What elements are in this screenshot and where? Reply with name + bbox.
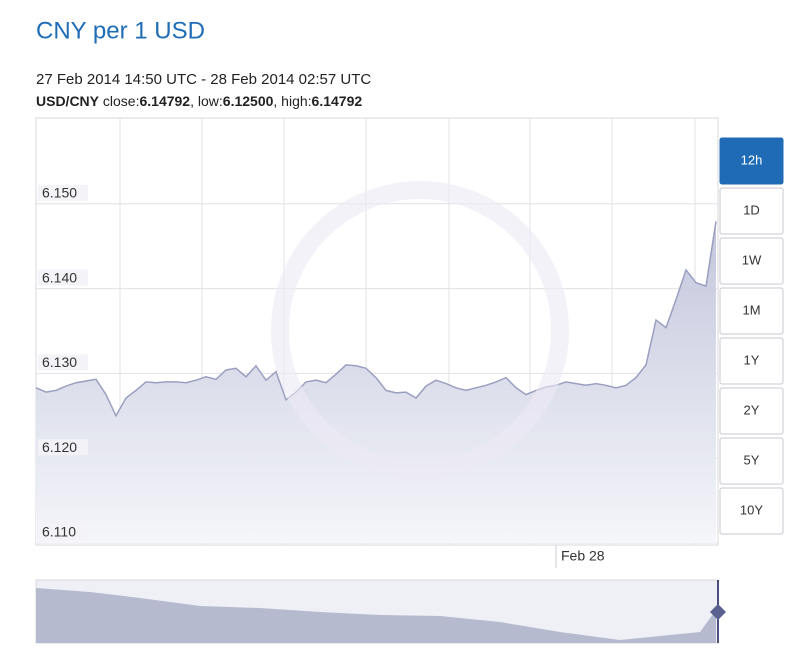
watermark [271, 181, 569, 479]
range-button[interactable] [719, 137, 784, 185]
range-button[interactable] [719, 187, 784, 235]
pair: USD/CNY [36, 93, 100, 109]
stat-label: , low: [190, 93, 223, 109]
subtitle: 27 Feb 2014 14:50 UTC - 28 Feb 2014 02:5… [36, 71, 371, 88]
y-tick-label: 6.110 [42, 524, 76, 540]
range-button-label[interactable]: 2Y [744, 402, 760, 417]
y-tick-label-bg [38, 354, 88, 371]
y-tick-label: 6.140 [42, 269, 77, 285]
range-button-label[interactable]: 10Y [740, 502, 763, 517]
range-button-label[interactable]: 1Y [744, 352, 760, 367]
y-tick-label-bg [38, 524, 88, 540]
y-tick-label-bg [38, 184, 88, 201]
y-tick-label: 6.120 [42, 439, 77, 455]
stat-label: close: [99, 93, 139, 109]
line [35, 221, 717, 418]
stats: USD/CNY close:6.14792, low:6.12500, high… [36, 93, 362, 109]
y-tick-label-bg [38, 269, 88, 286]
range-button[interactable] [719, 487, 784, 535]
y-tick-label-bg [38, 439, 88, 456]
range-button[interactable] [719, 287, 784, 335]
stat-label: , high: [273, 93, 311, 109]
range-button-label[interactable]: 1D [743, 202, 760, 217]
range-button[interactable] [719, 437, 784, 485]
y-tick-label: 6.150 [42, 185, 77, 201]
range-button[interactable] [719, 387, 784, 435]
stat-value: 6.14792 [139, 93, 190, 109]
chart-title: CNY per 1 USD [36, 17, 205, 44]
range-button[interactable] [719, 237, 784, 285]
navigator [35, 579, 726, 644]
range-button-label[interactable]: 12h [741, 152, 763, 167]
area [36, 221, 716, 543]
range-button[interactable] [719, 337, 784, 385]
range-button-label[interactable]: 1M [742, 302, 760, 317]
x-tick-label: Feb 28 [561, 548, 605, 564]
stat-value: 6.12500 [223, 93, 274, 109]
y-tick-label: 6.130 [42, 354, 77, 370]
stat-value: 6.14792 [312, 93, 363, 109]
range-button-label[interactable]: 5Y [744, 452, 760, 467]
range-button-label[interactable]: 1W [742, 252, 762, 267]
